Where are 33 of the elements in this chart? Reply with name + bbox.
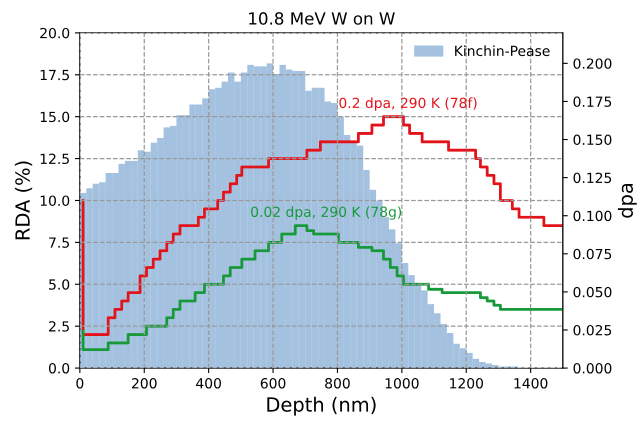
y-tick-label: 7.5 bbox=[49, 238, 69, 248]
x-axis-title: Depth (nm) bbox=[267, 396, 376, 416]
y-tick-label: 17.5 bbox=[40, 70, 69, 80]
chart-title: 10.8 MeV W on W bbox=[249, 12, 395, 25]
x-tick-label: 1200 bbox=[450, 378, 484, 389]
y-axis-title: RDA (%) bbox=[14, 162, 32, 240]
y2-tick-label: 0.100 bbox=[573, 210, 612, 222]
y-tick-label: 10.0 bbox=[40, 195, 70, 206]
y2-tick-label: 0.125 bbox=[573, 172, 612, 184]
y2-axis-title: dpa bbox=[618, 184, 637, 218]
x-tick-label: 800 bbox=[325, 378, 350, 389]
legend-label: Kinchin-Pease bbox=[455, 45, 550, 56]
y2-tick-label: 0.200 bbox=[573, 58, 612, 69]
y-tick-label: 12.5 bbox=[40, 154, 69, 164]
y2-tick-label: 0.050 bbox=[573, 286, 612, 298]
y-tick-label: 2.5 bbox=[49, 321, 69, 332]
y-tick-label: 0.0 bbox=[48, 363, 70, 374]
y2-tick-label: 0.000 bbox=[573, 363, 612, 374]
series-label: 0.2 dpa, 290 K (78f) bbox=[339, 97, 477, 111]
y2-tick-label: 0.075 bbox=[573, 248, 612, 260]
y-tick-label: 20.0 bbox=[40, 28, 70, 38]
series-label: 0.02 dpa, 290 K (78g) bbox=[251, 206, 402, 220]
x-tick-label: 600 bbox=[260, 378, 286, 389]
y2-tick-label: 0.025 bbox=[573, 324, 612, 336]
y2-tick-label: 0.150 bbox=[573, 134, 612, 146]
y-tick-label: 15.0 bbox=[40, 112, 70, 122]
x-tick-label: 0 bbox=[76, 378, 84, 389]
x-tick-label: 200 bbox=[132, 378, 157, 389]
x-tick-label: 400 bbox=[196, 378, 221, 389]
x-tick-label: 1000 bbox=[386, 378, 419, 389]
x-tick-label: 1400 bbox=[514, 378, 548, 389]
y-tick-label: 5.0 bbox=[49, 279, 70, 290]
y2-tick-label: 0.175 bbox=[573, 96, 612, 107]
